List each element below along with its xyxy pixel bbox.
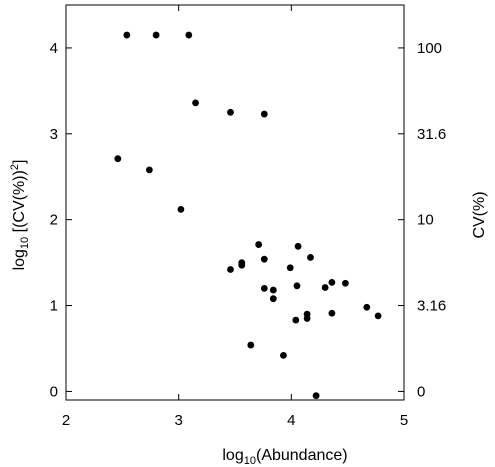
data-point bbox=[294, 242, 302, 250]
y-tick-label: 3 bbox=[50, 126, 58, 143]
y-tick-label: 0 bbox=[50, 383, 58, 400]
data-point bbox=[269, 286, 277, 294]
data-point bbox=[342, 279, 349, 287]
plot-frame bbox=[65, 4, 405, 401]
y-axis-label: log10 [(CV(%))2] bbox=[9, 160, 31, 271]
data-point bbox=[328, 309, 336, 317]
data-point bbox=[185, 31, 193, 39]
data-point bbox=[280, 351, 287, 359]
y-right-tick-label: 100 bbox=[417, 40, 442, 57]
y-right-tick-label: 3.16 bbox=[417, 298, 446, 315]
x-tick-label: 5 bbox=[400, 412, 408, 429]
x-axis-label: log10(Abundance) bbox=[222, 447, 347, 467]
data-point bbox=[192, 99, 199, 107]
data-point bbox=[227, 108, 234, 116]
data-point bbox=[363, 303, 371, 311]
data-point bbox=[260, 255, 268, 263]
y-axis-right-label: CV(%) bbox=[471, 191, 488, 238]
data-point bbox=[255, 241, 263, 248]
data-point bbox=[286, 264, 294, 272]
data-point bbox=[292, 316, 300, 324]
data-point bbox=[293, 282, 301, 290]
data-point bbox=[321, 284, 329, 291]
data-point bbox=[374, 312, 382, 320]
y-right-tick-label: 10 bbox=[417, 212, 434, 229]
x-tick-label: 3 bbox=[174, 412, 182, 429]
data-point bbox=[238, 259, 246, 267]
data-point bbox=[260, 284, 268, 292]
data-point bbox=[145, 166, 153, 174]
data-point bbox=[123, 31, 131, 39]
data-point bbox=[307, 254, 314, 261]
x-tick-label: 2 bbox=[62, 412, 70, 429]
data-point bbox=[269, 295, 277, 303]
data-point bbox=[312, 392, 320, 400]
data-point bbox=[227, 266, 234, 273]
y-right-tick-label: 0 bbox=[417, 383, 425, 400]
data-point bbox=[114, 155, 122, 163]
y-tick-label: 1 bbox=[50, 298, 58, 315]
y-tick-label: 2 bbox=[50, 212, 58, 229]
x-tick-label: 4 bbox=[287, 412, 295, 429]
data-point bbox=[247, 341, 255, 349]
y-tick-label: 4 bbox=[50, 40, 58, 57]
points-layer bbox=[114, 31, 382, 400]
y-right-tick-label: 31.6 bbox=[417, 126, 446, 143]
data-point bbox=[260, 110, 268, 118]
data-point bbox=[303, 310, 311, 318]
data-point bbox=[177, 205, 185, 213]
data-point bbox=[328, 278, 336, 286]
plot-frame-layer bbox=[65, 4, 405, 401]
data-point bbox=[152, 31, 160, 39]
